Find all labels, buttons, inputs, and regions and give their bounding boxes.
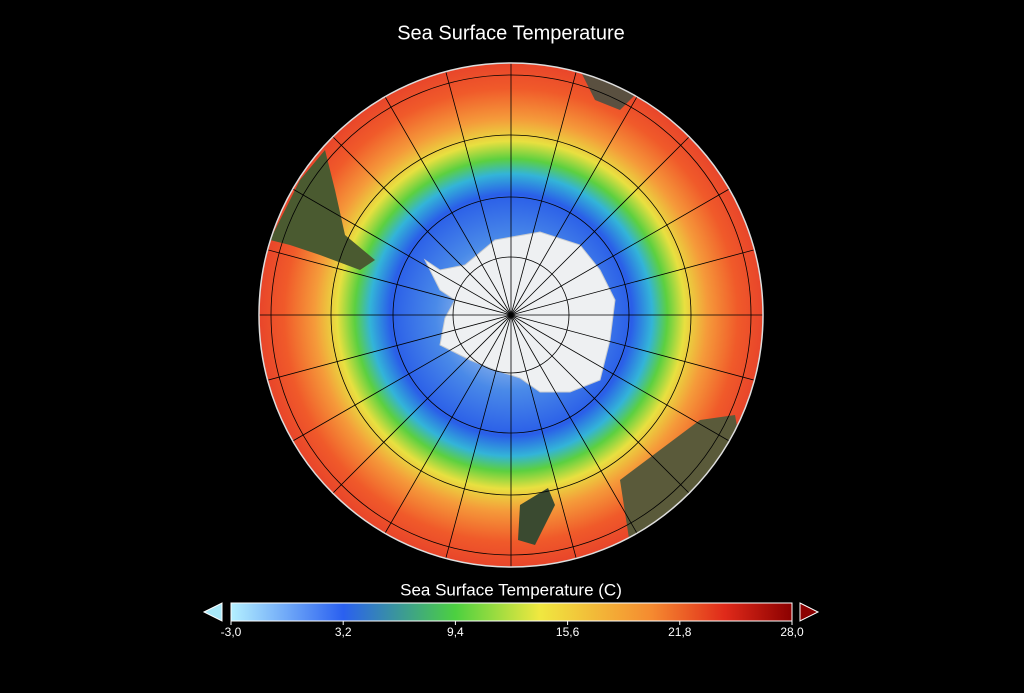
meridian-line	[510, 63, 579, 316]
meridian-line	[510, 89, 642, 316]
map-title: Sea Surface Temperature	[397, 22, 625, 44]
meridian-line	[285, 184, 512, 316]
meridian-line	[510, 314, 737, 446]
colorbar-tick-label: 9,4	[447, 625, 464, 639]
meridian-line	[326, 314, 512, 500]
land-new-zealand	[518, 488, 555, 545]
meridian-line	[510, 130, 696, 316]
meridian-line	[380, 89, 512, 316]
meridian-line	[380, 314, 512, 541]
meridian-line	[443, 63, 512, 316]
map-border	[258, 62, 764, 568]
colorbar-over-arrow	[799, 602, 820, 622]
land-australia	[620, 415, 745, 545]
meridian-line	[259, 314, 512, 383]
meridian-line	[285, 314, 512, 446]
meridian-line	[510, 184, 737, 316]
colorbar	[230, 602, 793, 622]
colorbar-tick-label: 3,2	[335, 625, 352, 639]
meridian-line	[259, 247, 512, 316]
meridian-line	[510, 314, 696, 500]
meridian-line	[510, 314, 763, 383]
colorbar-label: Sea Surface Temperature (C)	[400, 580, 622, 599]
colorbar-tick-label: 21,8	[668, 625, 692, 639]
land-south-america	[270, 150, 375, 270]
meridian-line	[510, 247, 763, 316]
meridian-line	[326, 130, 512, 316]
land-africa	[580, 70, 640, 110]
colorbar-ticks: -3,0 3,2 9,4 15,6 21,8 28,0	[221, 621, 804, 639]
colorbar-tick-label: 28,0	[780, 625, 804, 639]
colorbar-tick-label: -3,0	[221, 625, 242, 639]
meridian-line	[443, 314, 512, 567]
meridian-line	[510, 314, 579, 567]
colorbar-under-arrow	[202, 602, 223, 622]
map-disc	[259, 63, 763, 567]
colorbar-tick-label: 15,6	[556, 625, 580, 639]
graticule	[259, 63, 763, 567]
meridian-line	[510, 314, 642, 541]
